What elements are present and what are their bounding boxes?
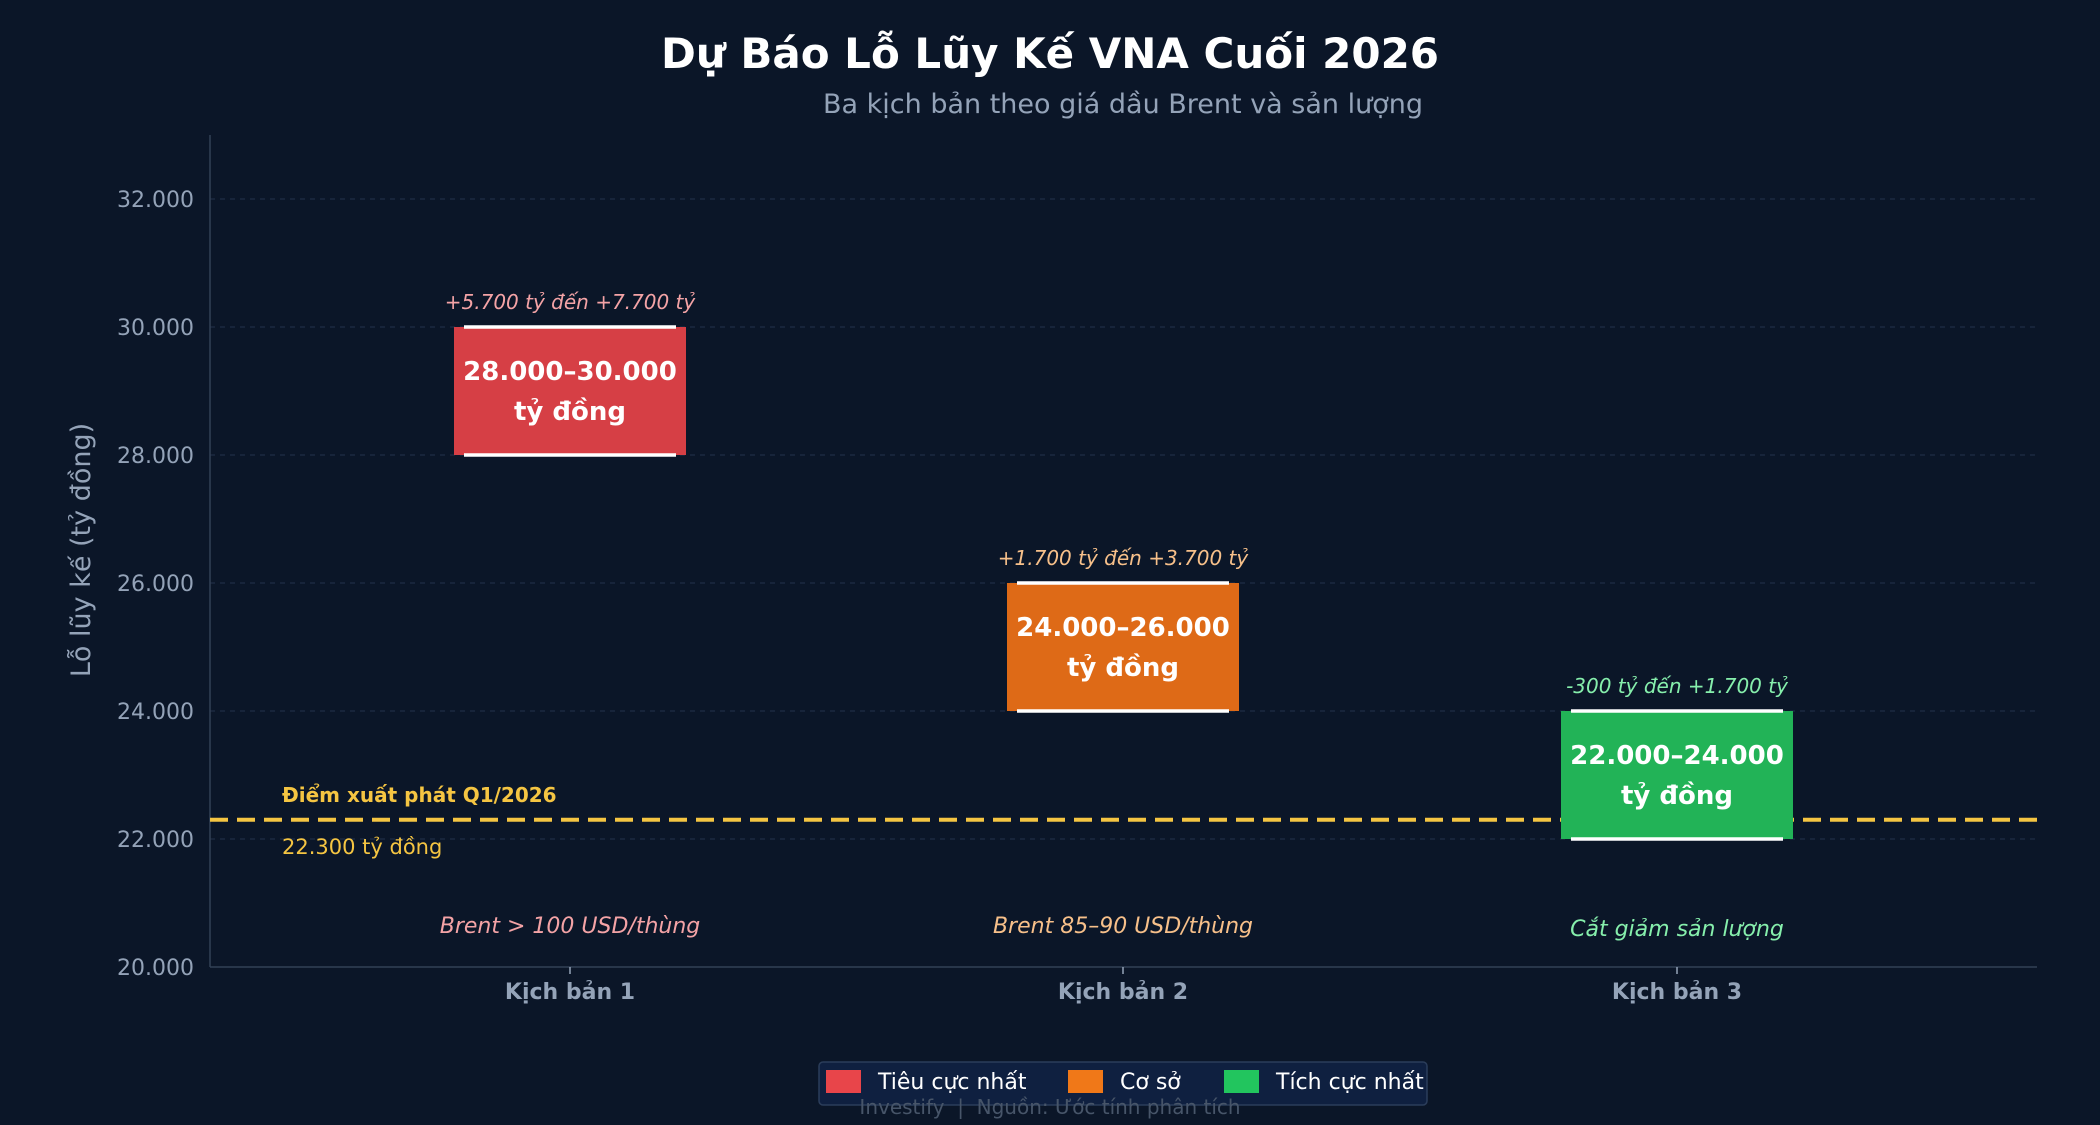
legend-label: Tích cực nhất — [1275, 1070, 1424, 1095]
legend-label: Tiêu cực nhất — [877, 1070, 1027, 1095]
scenario-group: 22.000–24.000 tỷ đồng -300 tỷ đến +1.700 t… — [1561, 674, 1793, 942]
y-tick-label: 32.000 — [117, 188, 194, 213]
bar-layer: 28.000–30.000 tỷ đồng +5.700 tỷ đến +7.700… — [440, 290, 1793, 942]
delta-label: +1.700 tỷ đến +3.700 tỷ — [998, 546, 1250, 570]
y-tick-label: 30.000 — [117, 316, 194, 341]
range-bar — [454, 327, 686, 455]
baseline-value: 22.300 tỷ đồng — [282, 835, 442, 859]
legend-swatch — [1224, 1070, 1259, 1093]
legend-box — [818, 1061, 1428, 1106]
chart-title: Dự Báo Lỗ Lũy Kế VNA Cuối 2026 — [661, 29, 1439, 78]
legend-swatch — [1068, 1070, 1103, 1093]
range-bar — [1007, 583, 1239, 711]
y-tick-label: 20.000 — [117, 956, 194, 981]
range-unit-label: tỷ đồng — [1067, 652, 1179, 683]
y-tick-label: 28.000 — [117, 444, 194, 469]
chart-subtitle: Ba kịch bản theo giá dầu Brent và sản lư… — [823, 89, 1423, 120]
footer-source: Investify | Nguồn: Ước tính phân tích — [859, 1095, 1240, 1119]
range-value-label: 24.000–26.000 — [1016, 613, 1230, 643]
range-bar — [1561, 711, 1793, 839]
legend-label: Cơ sở — [1120, 1070, 1181, 1095]
x-tick-label: Kịch bản 2 — [1058, 980, 1188, 1005]
scenario-group: 28.000–30.000 tỷ đồng +5.700 tỷ đến +7.700… — [440, 290, 701, 939]
y-tick-label: 26.000 — [117, 572, 194, 597]
y-axis-label: Lỗ lũy kế (tỷ đồng) — [66, 423, 97, 677]
range-unit-label: tỷ đồng — [514, 396, 626, 427]
x-tick-label: Kịch bản 1 — [505, 980, 635, 1005]
legend: Tiêu cực nhất Cơ sở Tích cực nhất — [818, 1061, 1428, 1106]
legend-swatch — [826, 1070, 861, 1093]
condition-label: Cắt giảm sản lượng — [1570, 917, 1784, 942]
scenario-group: 24.000–26.000 tỷ đồng +1.700 tỷ đến +3.700… — [993, 546, 1253, 939]
condition-label: Brent > 100 USD/thùng — [440, 914, 701, 939]
range-value-label: 22.000–24.000 — [1570, 741, 1784, 771]
delta-label: +5.700 tỷ đến +7.700 tỷ — [445, 290, 697, 314]
axis-layer: 20.000 22.000 24.000 26.000 28.000 30.000 32.0… — [117, 135, 2037, 1005]
x-tick-label: Kịch bản 3 — [1612, 980, 1742, 1005]
y-tick-label: 24.000 — [117, 700, 194, 725]
range-value-label: 28.000–30.000 — [463, 357, 677, 387]
range-unit-label: tỷ đồng — [1621, 780, 1733, 811]
delta-label: -300 tỷ đến +1.700 tỷ — [1566, 674, 1789, 698]
baseline-title: Điểm xuất phát Q1/2026 — [282, 783, 557, 807]
condition-label: Brent 85–90 USD/thùng — [993, 914, 1253, 939]
y-tick-label: 22.000 — [117, 828, 194, 853]
